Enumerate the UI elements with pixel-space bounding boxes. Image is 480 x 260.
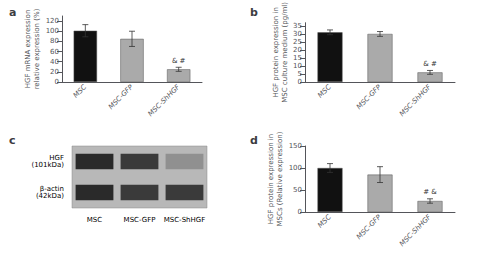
svg-text:& #: & # xyxy=(423,60,437,68)
svg-text:20: 20 xyxy=(293,46,302,54)
svg-text:150: 150 xyxy=(289,142,302,150)
svg-text:MSC-ShHGF: MSC-ShHGF xyxy=(147,82,183,118)
svg-text:5: 5 xyxy=(298,70,302,78)
svg-text:60: 60 xyxy=(50,48,59,56)
svg-text:100: 100 xyxy=(289,164,302,172)
svg-text:100: 100 xyxy=(46,27,59,35)
svg-text:80: 80 xyxy=(50,37,59,45)
svg-text:# &: # & xyxy=(423,188,437,196)
svg-text:35: 35 xyxy=(293,22,302,30)
svg-text:MSC-ShHGF: MSC-ShHGF xyxy=(398,82,434,118)
svg-text:0: 0 xyxy=(55,78,59,86)
svg-text:MSC-ShHGF: MSC-ShHGF xyxy=(398,212,434,248)
svg-text:10: 10 xyxy=(293,62,302,70)
svg-text:HGF protein expression in: HGF protein expression in xyxy=(272,7,280,97)
svg-text:c: c xyxy=(9,134,16,147)
svg-text:MSC: MSC xyxy=(87,216,102,224)
svg-text:30: 30 xyxy=(293,30,302,38)
svg-text:HGF protein expression in: HGF protein expression in xyxy=(267,134,275,224)
svg-text:MSC: MSC xyxy=(316,213,333,230)
svg-text:MSC-GFP: MSC-GFP xyxy=(355,213,383,241)
svg-text:MSC: MSC xyxy=(316,83,333,100)
svg-text:(101kDa): (101kDa) xyxy=(31,161,64,169)
svg-text:(42kDa): (42kDa) xyxy=(36,192,64,200)
svg-text:0: 0 xyxy=(298,208,302,216)
svg-text:MSC culture medium (pg/ml): MSC culture medium (pg/ml) xyxy=(281,2,289,103)
svg-text:20: 20 xyxy=(50,68,59,76)
svg-text:MSC-GFP: MSC-GFP xyxy=(124,216,156,224)
svg-text:b: b xyxy=(250,6,258,19)
svg-text:HGF mRNA expression: HGF mRNA expression xyxy=(24,10,32,89)
svg-text:MSC-GFP: MSC-GFP xyxy=(355,83,383,111)
svg-text:0: 0 xyxy=(298,78,302,86)
svg-text:MSC-ShHGF: MSC-ShHGF xyxy=(164,216,206,224)
svg-text:MSC: MSC xyxy=(72,83,89,100)
svg-text:MSC-GFP: MSC-GFP xyxy=(107,83,135,111)
svg-text:& #: & # xyxy=(172,57,186,65)
svg-text:β-actin: β-actin xyxy=(39,185,64,193)
svg-text:15: 15 xyxy=(293,54,302,62)
svg-text:relative expression (%): relative expression (%) xyxy=(33,8,41,89)
svg-text:a: a xyxy=(9,6,16,19)
svg-text:HGF: HGF xyxy=(49,154,64,162)
svg-text:MSCs (Relative expression): MSCs (Relative expression) xyxy=(276,131,284,226)
svg-text:40: 40 xyxy=(50,58,59,66)
svg-text:25: 25 xyxy=(293,38,302,46)
svg-text:d: d xyxy=(250,134,258,147)
svg-text:50: 50 xyxy=(293,186,302,194)
svg-text:120: 120 xyxy=(46,17,59,25)
